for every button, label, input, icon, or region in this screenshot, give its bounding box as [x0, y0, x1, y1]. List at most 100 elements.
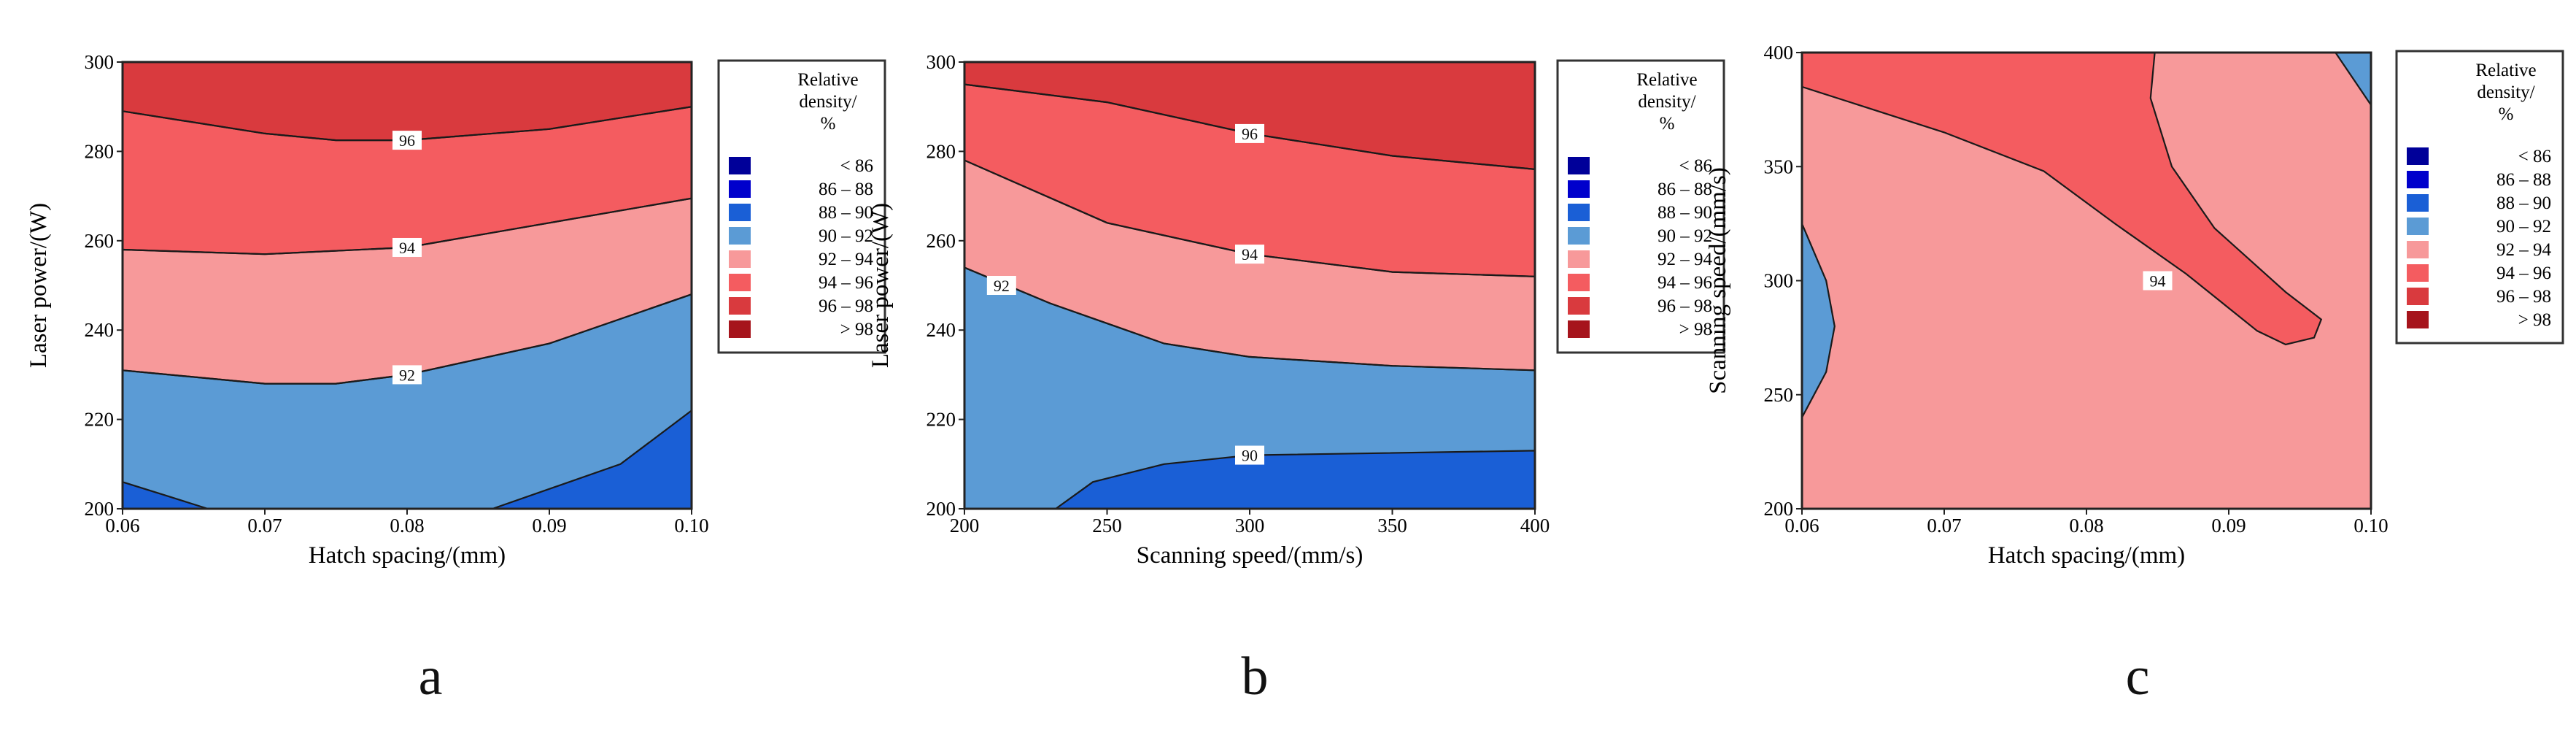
legend-swatch [729, 250, 751, 268]
legend-swatch [2407, 288, 2429, 305]
x-tick-label: 0.08 [390, 515, 424, 537]
contour-region [1802, 53, 2323, 346]
legend-swatch [1568, 320, 1590, 338]
legend-swatch [729, 320, 751, 338]
contour-label-box [392, 131, 422, 150]
x-tick-label: 0.06 [105, 515, 139, 537]
legend-label: 88 – 90 [819, 203, 873, 223]
y-tick-label: 350 [1764, 155, 1794, 177]
y-tick-label: 200 [927, 498, 956, 520]
x-axis-label: Hatch spacing/(mm) [309, 542, 506, 569]
chart-b: 96 94 92 90 200 250 300 350 400 200 220 240 260 280 30… [867, 51, 1725, 569]
x-tick-label: 200 [950, 515, 980, 537]
legend-swatch [1568, 227, 1590, 245]
contour-line [123, 106, 692, 142]
x-tick-label: 0.06 [1784, 515, 1819, 537]
x-tick-label: 350 [1377, 515, 1407, 537]
x-axis-label: Scanning speed/(mm/s) [1137, 542, 1364, 569]
contour-line [123, 293, 692, 385]
x-tick-label: 300 [1235, 515, 1265, 537]
legend-label: 92 – 94 [819, 250, 874, 269]
chart-c: 94 0.06 0.07 0.08 0.09 0.10 200 250 300 350 400 Hat… [1705, 42, 2564, 569]
legend-label: 94 – 96 [1658, 273, 1712, 293]
legend-swatch [2407, 147, 2429, 165]
x-tick-label: 0.07 [1927, 515, 1961, 537]
plot-area [123, 62, 692, 509]
contour-label: 96 [1242, 125, 1258, 143]
legend-swatch [729, 274, 751, 291]
x-tick-label: 250 [1092, 515, 1122, 537]
legend-swatch [729, 180, 751, 198]
legend-title-line: density/ [2477, 82, 2534, 102]
legend-swatch [1568, 180, 1590, 198]
legend-swatch [2407, 171, 2429, 188]
contour-label: 96 [399, 131, 415, 150]
legend-label: 92 – 94 [2496, 240, 2552, 260]
y-tick-label: 250 [1764, 384, 1794, 406]
legend-label: 92 – 94 [1658, 250, 1713, 269]
x-tick-label: 0.08 [2069, 515, 2103, 537]
legend-label: 94 – 96 [819, 273, 873, 293]
legend-swatch [729, 204, 751, 221]
legend-label: > 98 [840, 320, 873, 339]
contour-region [492, 409, 692, 509]
contour-label: 94 [1242, 245, 1258, 264]
contour-label-box [2143, 271, 2173, 291]
contour-region [1802, 223, 1836, 418]
y-tick-label: 280 [85, 140, 115, 162]
legend-label: < 86 [840, 156, 873, 176]
legend-label: 88 – 90 [2496, 193, 2551, 213]
legend-swatch [729, 297, 751, 315]
contour-label: 90 [1242, 447, 1258, 465]
legend-label: 86 – 88 [1658, 180, 1712, 199]
legend-title-line: % [1660, 114, 1675, 134]
y-axis-label: Laser power/(W) [26, 203, 52, 368]
legend-swatch [2407, 218, 2429, 235]
legend-title-line: % [2499, 104, 2514, 124]
legend-label: 86 – 88 [819, 180, 873, 199]
contour-label-box [392, 237, 422, 257]
plot-area [964, 62, 1535, 509]
contour-label: 94 [399, 239, 415, 257]
y-tick-label: 300 [927, 51, 956, 73]
legend-title-line: density/ [799, 92, 856, 112]
x-tick-label: 0.10 [674, 515, 708, 537]
legend-swatch [2407, 311, 2429, 328]
legend-label: 94 – 96 [2496, 264, 2551, 283]
y-tick-label: 240 [927, 319, 956, 341]
x-tick-label: 0.10 [2353, 515, 2388, 537]
legend-swatch [729, 157, 751, 174]
chart-a: 96 94 92 0.06 0.07 0.08 0.09 0.10 200 220 240 260 28… [26, 51, 886, 569]
contour-label-box [986, 276, 1016, 295]
legend-swatch [1568, 250, 1590, 268]
legend-title-line: density/ [1638, 92, 1695, 112]
legend-label: 96 – 98 [819, 296, 873, 316]
y-tick-label: 260 [927, 230, 956, 252]
legend-swatch [1568, 274, 1590, 291]
y-tick-label: 260 [85, 230, 115, 252]
legend-swatch [729, 227, 751, 245]
y-axis-label: Scanning speed/(mm/s) [1705, 167, 1731, 394]
x-tick-label: 0.07 [247, 515, 282, 537]
x-tick-label: 0.09 [2211, 515, 2246, 537]
x-axis-label: Hatch spacing/(mm) [1988, 542, 2185, 569]
x-tick-label: 400 [1520, 515, 1550, 537]
panel-label-a: a [418, 647, 443, 707]
y-tick-label: 200 [85, 498, 115, 520]
panel-label-c: c [2125, 647, 2150, 707]
legend-label: 88 – 90 [1658, 203, 1712, 223]
legend-label: 96 – 98 [2496, 287, 2551, 307]
y-tick-label: 220 [85, 409, 115, 431]
legend-label: 86 – 88 [2496, 170, 2551, 190]
legend-swatch [2407, 264, 2429, 282]
y-tick-label: 300 [1764, 270, 1794, 292]
legend-swatch [1568, 157, 1590, 174]
y-tick-label: 200 [1764, 498, 1794, 520]
legend-swatch [1568, 204, 1590, 221]
contour-region [123, 481, 209, 509]
legend-title-line: Relative [1636, 70, 1697, 90]
contour-label-box [1235, 123, 1264, 143]
